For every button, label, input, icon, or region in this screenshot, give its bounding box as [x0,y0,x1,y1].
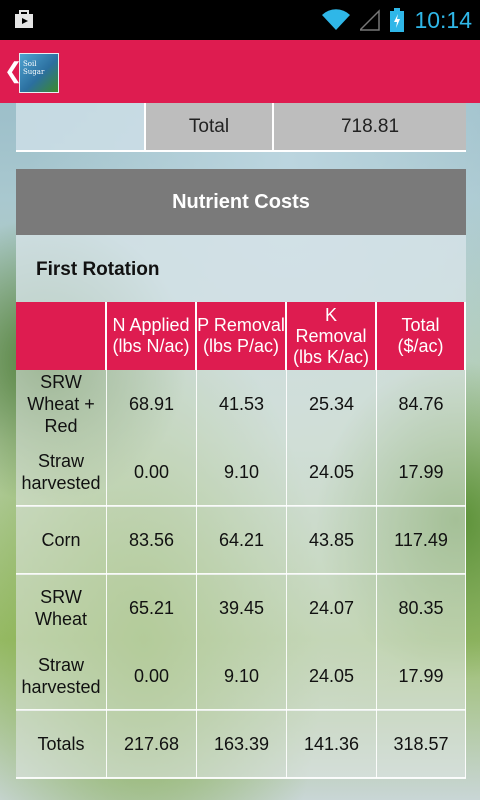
play-store-notification-icon [15,10,33,28]
section-title: Nutrient Costs [16,169,466,235]
summary-total-label: Total [144,103,272,150]
table-row-background [16,574,466,710]
table-header-cell [16,302,107,370]
table-row-label: Totals [16,710,107,778]
divider [16,150,466,152]
table-cell-value: 39.45 [197,574,287,642]
battery-charging-icon [390,8,405,32]
app-logo[interactable]: Soil Sugar [19,53,59,93]
table-cell-value: 17.99 [377,438,466,506]
table-cell-value: 80.35 [377,574,466,642]
status-clock: 10:14 [414,6,472,33]
table-cell-value: 141.36 [287,710,377,778]
table-cell-value: 65.21 [107,574,197,642]
table-cell-value: 9.10 [197,642,287,710]
table-row-label: Straw harvested [16,438,107,506]
wifi-icon [322,9,351,31]
table-cell-value: 24.07 [287,574,377,642]
up-navigation-chevron-icon[interactable]: ❮ [4,58,23,83]
signal-icon [360,9,381,31]
table-cell-value: 83.56 [107,506,197,574]
table-row-background [16,370,466,506]
table-cell-value: 24.05 [287,438,377,506]
table-cell-value: 64.21 [197,506,287,574]
table-cell-value: 163.39 [197,710,287,778]
table-cell-value: 9.10 [197,438,287,506]
table-row-label: Corn [16,506,107,574]
table-row-divider [16,777,466,779]
table-cell-value: 68.91 [107,370,197,438]
table-cell-value: 84.76 [377,370,466,438]
rotation-subheader: First Rotation [16,235,466,302]
summary-total-value: 718.81 [272,103,466,150]
table-row-background [16,506,466,574]
table-header-cell: K Removal (lbs K/ac) [287,302,377,370]
table-cell-value: 0.00 [107,642,197,710]
table-row-background [16,710,466,778]
table-row-label: Straw harvested [16,642,107,710]
app-logo-text: Soil Sugar [23,60,45,76]
table-row-label: SRW Wheat [16,574,107,642]
table-cell-value: 17.99 [377,642,466,710]
scroll-content[interactable]: Total 718.81 Nutrient Costs First Rotati… [16,103,466,800]
table-cell-value: 41.53 [197,370,287,438]
table-cell-value: 217.68 [107,710,197,778]
table-row-label: SRW Wheat + Red [16,370,107,438]
action-bar: ❮ Soil Sugar [0,40,480,103]
table-cell-value: 0.00 [107,438,197,506]
table-header-cell: P Removal (lbs P/ac) [197,302,287,370]
table-cell-value: 318.57 [377,710,466,778]
table-cell-value: 117.49 [377,506,466,574]
rotation-title: First Rotation [36,259,160,280]
status-bar: 10:14 [0,0,480,40]
table-cell-value: 24.05 [287,642,377,710]
table-header-cell: Total ($/ac) [377,302,466,370]
table-cell-value: 25.34 [287,370,377,438]
table-cell-value: 43.85 [287,506,377,574]
summary-empty-cell [16,103,144,150]
table-header-cell: N Applied (lbs N/ac) [107,302,197,370]
